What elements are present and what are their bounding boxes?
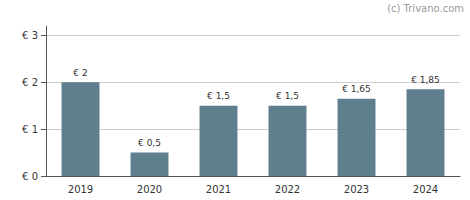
svg-text:€ 1,5: € 1,5 bbox=[276, 91, 299, 101]
svg-text:2021: 2021 bbox=[206, 184, 231, 195]
svg-text:(c) Trivano.com: (c) Trivano.com bbox=[387, 3, 464, 14]
svg-text:€ 1,85: € 1,85 bbox=[411, 75, 440, 85]
svg-text:2019: 2019 bbox=[68, 184, 93, 195]
svg-text:2020: 2020 bbox=[137, 184, 162, 195]
svg-text:€ 3: € 3 bbox=[22, 30, 38, 41]
svg-text:€ 1,65: € 1,65 bbox=[342, 84, 371, 94]
svg-text:2022: 2022 bbox=[275, 184, 300, 195]
svg-text:€ 2: € 2 bbox=[22, 77, 38, 88]
svg-text:2024: 2024 bbox=[413, 184, 438, 195]
svg-text:€ 2: € 2 bbox=[73, 68, 87, 78]
svg-text:€ 0: € 0 bbox=[22, 171, 38, 182]
svg-text:€ 1: € 1 bbox=[22, 124, 38, 135]
svg-text:2023: 2023 bbox=[344, 184, 369, 195]
svg-text:€ 1,5: € 1,5 bbox=[207, 91, 230, 101]
svg-text:€ 0,5: € 0,5 bbox=[138, 138, 161, 148]
